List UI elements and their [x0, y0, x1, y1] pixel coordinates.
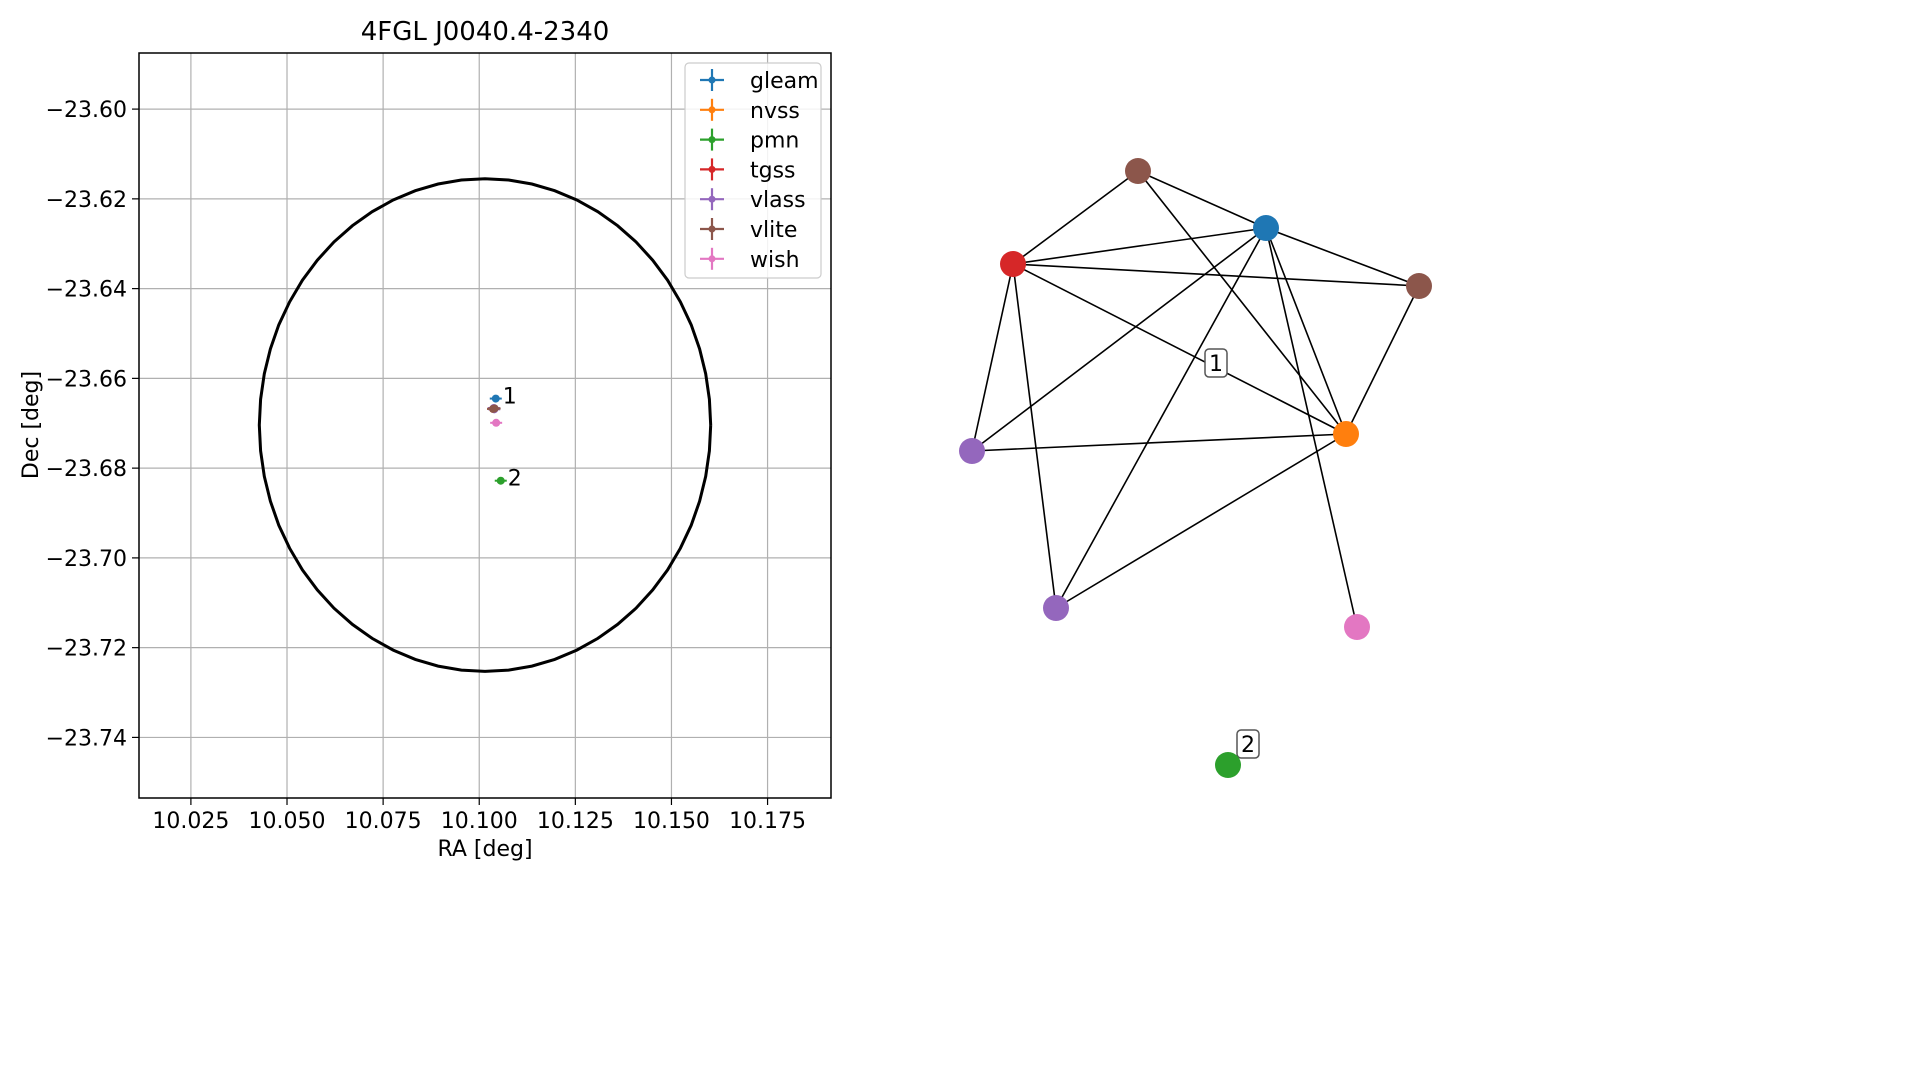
- legend-marker-dot: [708, 165, 716, 173]
- cluster-label-box: [1204, 348, 1228, 378]
- x-tick-label: 10.075: [345, 809, 422, 834]
- point-annotations: 12: [503, 385, 522, 492]
- legend-marker-dot: [708, 225, 716, 233]
- network-node: [1215, 752, 1241, 778]
- data-point-vlite: [490, 404, 499, 413]
- x-tick-label: 10.025: [152, 809, 229, 834]
- x-tick-label: 10.150: [633, 809, 710, 834]
- legend-marker-dot: [708, 255, 716, 263]
- network-node: [1253, 215, 1279, 241]
- point-annotation: 1: [503, 385, 517, 410]
- data-point-gleam: [491, 394, 500, 403]
- y-tick-label: −23.62: [46, 188, 127, 213]
- network-cluster-labels: 12: [1204, 348, 1260, 759]
- error-ellipse-layer: [257, 177, 713, 673]
- network-edge: [971, 227, 1267, 452]
- legend-marker-dot: [708, 136, 716, 144]
- network-edge: [1012, 170, 1139, 265]
- legend-entry-vlass: vlass: [700, 188, 806, 213]
- y-tick-label: −23.64: [46, 278, 127, 303]
- legend-entry-vlite: vlite: [700, 218, 797, 243]
- cluster-label: 1: [1209, 352, 1223, 377]
- y-tick-label: −23.66: [46, 367, 127, 392]
- legend-label: vlite: [750, 218, 797, 243]
- x-axis-label: RA [deg]: [437, 837, 532, 862]
- legend-box: [684, 62, 822, 279]
- network-edge: [1012, 227, 1267, 265]
- network-edge: [1012, 263, 1057, 609]
- y-tick-label: −23.74: [46, 726, 127, 751]
- data-points: [487, 394, 507, 485]
- point-annotation: 2: [508, 467, 522, 492]
- scatter-chart: 12 10.025 10.050 10.075 10.100 10.125 10.150 1…: [19, 17, 832, 862]
- network-node: [1043, 595, 1069, 621]
- network-edge: [1055, 227, 1267, 609]
- network-edge: [1055, 433, 1347, 609]
- network-node: [1000, 251, 1026, 277]
- x-tick-label: 10.175: [729, 809, 806, 834]
- network-nodes: [959, 158, 1432, 778]
- x-tick-label: 10.050: [249, 809, 326, 834]
- network-edge: [1012, 263, 1347, 435]
- x-tick-label: 10.100: [441, 809, 518, 834]
- legend-entries: gleam nvss pmn tgss vlass vlite wish: [700, 69, 819, 273]
- legend-label: gleam: [750, 69, 819, 94]
- network-node: [1333, 421, 1359, 447]
- y-tick-label: −23.70: [46, 547, 127, 572]
- legend-marker-dot: [708, 195, 716, 203]
- network-edges: [971, 170, 1420, 628]
- y-axis-label: Dec [deg]: [19, 371, 44, 479]
- data-point-wish: [492, 418, 501, 427]
- legend-marker-dot: [708, 76, 716, 84]
- legend-label: nvss: [750, 99, 800, 124]
- network-edge: [1012, 263, 1420, 287]
- x-tick-label: 10.125: [537, 809, 614, 834]
- legend-entry-gleam: gleam: [700, 69, 819, 94]
- cluster-label-box: [1236, 729, 1260, 759]
- network-edge: [971, 263, 1014, 452]
- x-axis-ticks: 10.025 10.050 10.075 10.100 10.125 10.150 10.1…: [152, 798, 806, 834]
- network-edge: [1265, 227, 1358, 628]
- error-ellipse: [257, 177, 713, 673]
- legend-entry-nvss: nvss: [700, 98, 800, 124]
- legend-entry-tgss: tgss: [700, 158, 796, 183]
- chart-title: 4FGL J0040.4-2340: [361, 17, 610, 47]
- network-graph: 12: [959, 158, 1432, 778]
- network-node: [1344, 614, 1370, 640]
- network-edge: [1265, 227, 1347, 435]
- legend-marker-dot: [708, 106, 716, 114]
- network-node: [959, 438, 985, 464]
- legend-entry-pmn: pmn: [700, 128, 799, 154]
- y-tick-label: −23.68: [46, 457, 127, 482]
- network-node: [1125, 158, 1151, 184]
- network-edge: [971, 433, 1347, 452]
- legend-label: vlass: [750, 188, 806, 213]
- plot-frame: [138, 52, 832, 799]
- y-tick-label: −23.60: [46, 98, 127, 123]
- y-tick-label: −23.72: [46, 637, 127, 662]
- legend-label: pmn: [750, 129, 799, 154]
- cluster-label: 2: [1241, 733, 1255, 758]
- legend-label: tgss: [750, 158, 796, 183]
- network-edge: [1265, 227, 1420, 287]
- data-point-pmn: [496, 476, 505, 485]
- legend-entry-wish: wish: [700, 248, 800, 273]
- legend-label: wish: [750, 248, 800, 273]
- network-edge: [1137, 170, 1267, 229]
- legend: gleam nvss pmn tgss vlass vlite wish: [684, 62, 822, 279]
- network-node: [1406, 273, 1432, 299]
- network-edge: [1137, 170, 1347, 435]
- network-edge: [1345, 285, 1420, 435]
- y-axis-ticks: −23.60 −23.62 −23.64 −23.66 −23.68 −23.70 −23.…: [46, 98, 139, 751]
